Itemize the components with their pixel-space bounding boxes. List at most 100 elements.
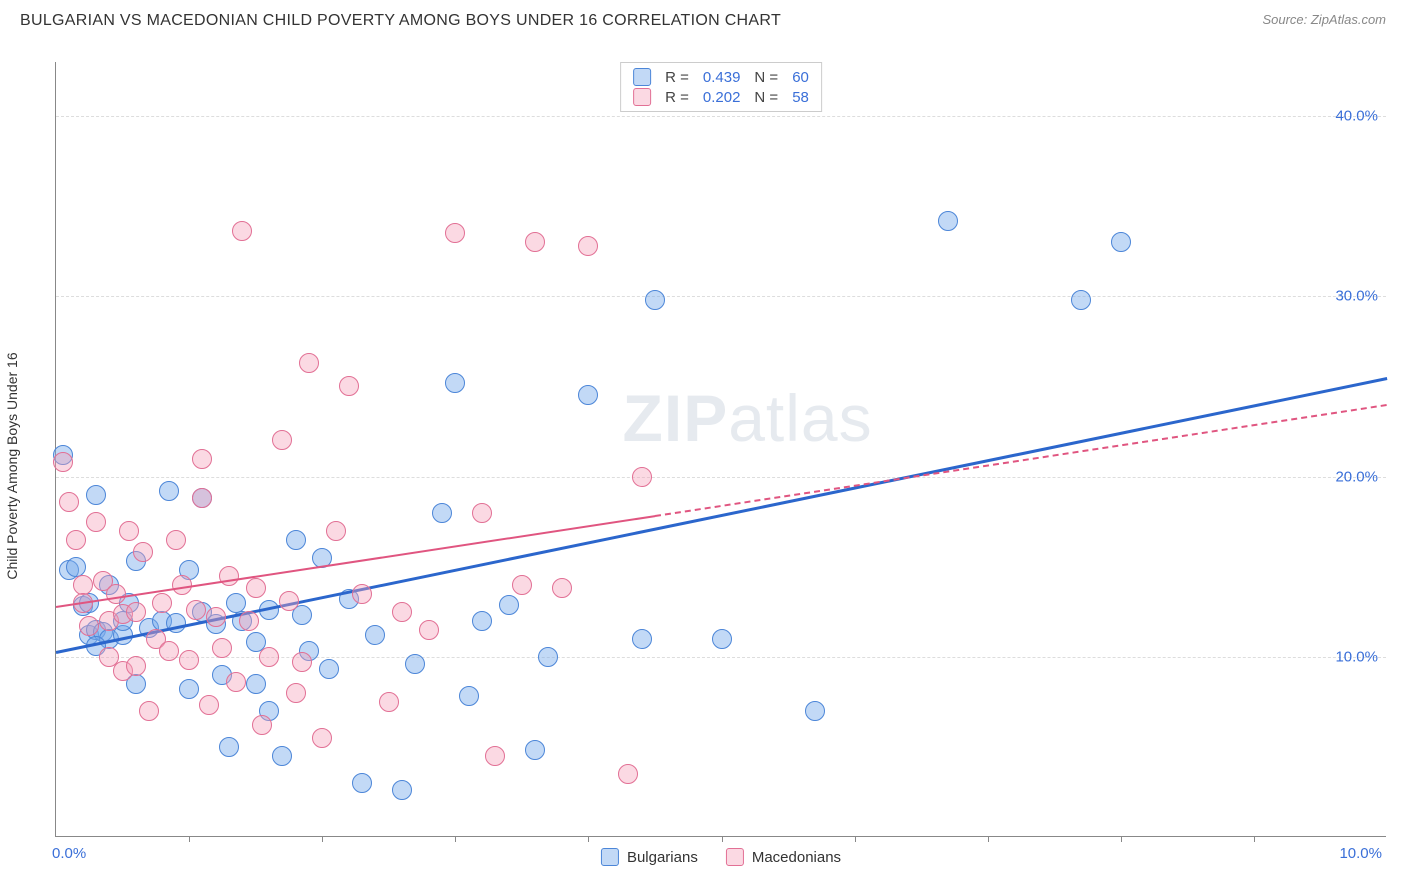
x-min-label: 0.0%: [52, 845, 86, 862]
scatter-point: [133, 542, 153, 562]
stats-row: R =0.439N =60: [633, 67, 809, 87]
legend-swatch: [726, 848, 744, 866]
scatter-point: [66, 530, 86, 550]
scatter-point: [159, 481, 179, 501]
scatter-point: [219, 737, 239, 757]
scatter-point: [1071, 290, 1091, 310]
legend-item: Macedonians: [726, 848, 841, 866]
scatter-point: [286, 683, 306, 703]
scatter-point: [365, 625, 385, 645]
scatter-point: [525, 740, 545, 760]
scatter-point: [166, 530, 186, 550]
scatter-point: [352, 584, 372, 604]
scatter-point: [53, 452, 73, 472]
scatter-point: [199, 695, 219, 715]
scatter-point: [712, 629, 732, 649]
legend-label: Bulgarians: [627, 849, 698, 866]
x-tick: [855, 836, 856, 842]
trend-line: [655, 404, 1387, 517]
legend-swatch: [633, 88, 651, 106]
scatter-point: [805, 701, 825, 721]
scatter-point: [246, 578, 266, 598]
x-tick: [189, 836, 190, 842]
scatter-point: [419, 620, 439, 640]
scatter-point: [432, 503, 452, 523]
scatter-point: [292, 652, 312, 672]
r-label: R =: [665, 69, 689, 86]
scatter-point: [246, 674, 266, 694]
watermark: ZIPatlas: [623, 380, 873, 456]
legend-label: Macedonians: [752, 849, 841, 866]
x-tick: [1254, 836, 1255, 842]
series-legend: Bulgarians Macedonians: [601, 848, 841, 866]
scatter-point: [252, 715, 272, 735]
scatter-point: [299, 353, 319, 373]
scatter-point: [79, 616, 99, 636]
scatter-point: [938, 211, 958, 231]
r-value: 0.202: [703, 89, 741, 106]
scatter-point: [618, 764, 638, 784]
scatter-point: [226, 593, 246, 613]
y-tick-label: 30.0%: [1335, 288, 1378, 305]
gridline: [56, 657, 1386, 658]
scatter-point: [212, 638, 232, 658]
scatter-point: [319, 659, 339, 679]
scatter-point: [538, 647, 558, 667]
gridline: [56, 296, 1386, 297]
y-axis-label: Child Poverty Among Boys Under 16: [4, 352, 20, 579]
gridline: [56, 116, 1386, 117]
n-value: 60: [792, 69, 809, 86]
stats-row: R =0.202N =58: [633, 87, 809, 107]
y-tick-label: 40.0%: [1335, 108, 1378, 125]
stats-legend-box: R =0.439N =60R =0.202N =58: [620, 62, 822, 112]
legend-item: Bulgarians: [601, 848, 698, 866]
y-tick-label: 20.0%: [1335, 468, 1378, 485]
scatter-point: [152, 593, 172, 613]
scatter-point: [86, 485, 106, 505]
scatter-point: [179, 650, 199, 670]
scatter-point: [392, 780, 412, 800]
r-label: R =: [665, 89, 689, 106]
source-label: Source: ZipAtlas.com: [1262, 12, 1386, 27]
scatter-point: [1111, 232, 1131, 252]
legend-swatch: [601, 848, 619, 866]
chart-area: Child Poverty Among Boys Under 16 ZIPatl…: [0, 40, 1406, 892]
x-tick: [1121, 836, 1122, 842]
scatter-point: [119, 521, 139, 541]
scatter-point: [578, 236, 598, 256]
gridline: [56, 477, 1386, 478]
scatter-point: [552, 578, 572, 598]
x-tick: [322, 836, 323, 842]
scatter-point: [445, 373, 465, 393]
x-tick: [455, 836, 456, 842]
x-max-label: 10.0%: [1339, 845, 1382, 862]
r-value: 0.439: [703, 69, 741, 86]
scatter-point: [525, 232, 545, 252]
scatter-point: [645, 290, 665, 310]
plot-region: ZIPatlas R =0.439N =60R =0.202N =58 Bulg…: [55, 62, 1386, 837]
scatter-point: [232, 221, 252, 241]
scatter-point: [206, 607, 226, 627]
scatter-point: [326, 521, 346, 541]
scatter-point: [352, 773, 372, 793]
scatter-point: [66, 557, 86, 577]
chart-title: BULGARIAN VS MACEDONIAN CHILD POVERTY AM…: [20, 12, 781, 30]
scatter-point: [312, 728, 332, 748]
legend-swatch: [633, 68, 651, 86]
scatter-point: [179, 679, 199, 699]
scatter-point: [485, 746, 505, 766]
scatter-point: [578, 385, 598, 405]
scatter-point: [139, 701, 159, 721]
scatter-point: [279, 591, 299, 611]
scatter-point: [126, 656, 146, 676]
n-value: 58: [792, 89, 809, 106]
scatter-point: [392, 602, 412, 622]
x-tick: [722, 836, 723, 842]
scatter-point: [405, 654, 425, 674]
scatter-point: [226, 672, 246, 692]
scatter-point: [259, 647, 279, 667]
scatter-point: [339, 376, 359, 396]
scatter-point: [499, 595, 519, 615]
scatter-point: [86, 512, 106, 532]
scatter-point: [159, 641, 179, 661]
